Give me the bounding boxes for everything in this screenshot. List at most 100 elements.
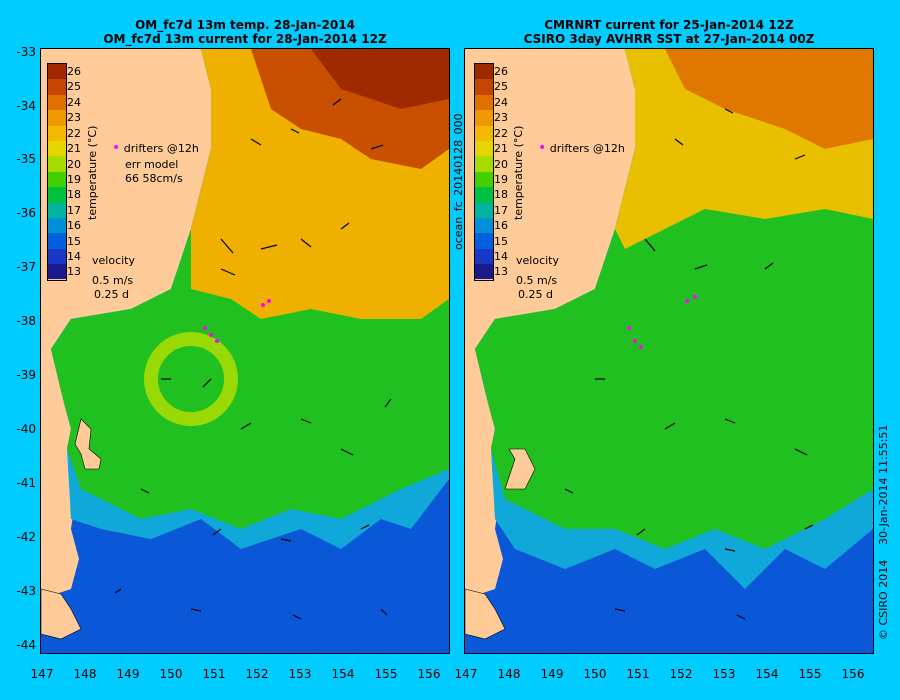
colorbar-tick: 21 bbox=[494, 142, 508, 155]
arrow bbox=[664, 422, 676, 430]
right-title: CMRNRT current for 25-Jan-2014 12Z CSIRO… bbox=[462, 18, 876, 46]
x-tick-label: 156 bbox=[841, 667, 865, 681]
y-tick-label: -43 bbox=[16, 584, 36, 598]
drifter-point bbox=[215, 339, 219, 343]
arrow bbox=[114, 588, 122, 594]
colorbar-swatch bbox=[48, 217, 66, 234]
colorbar-tick: 19 bbox=[494, 173, 508, 186]
colorbar-swatch bbox=[48, 202, 66, 218]
x-tick-label: 148 bbox=[73, 667, 97, 681]
colorbar-swatch bbox=[475, 110, 493, 126]
colorbar-swatch bbox=[48, 187, 66, 203]
colorbar-swatch bbox=[475, 264, 493, 280]
colorbar-swatch bbox=[475, 233, 493, 249]
x-tick-label: 150 bbox=[159, 667, 183, 681]
left-err-model-label: err model bbox=[125, 158, 179, 171]
x-tick-label: 154 bbox=[755, 667, 779, 681]
right-colorbar-title: temperature (°C) bbox=[512, 125, 525, 220]
arrow bbox=[250, 138, 262, 146]
arrow bbox=[140, 488, 150, 494]
colorbar-swatch bbox=[475, 140, 493, 157]
arrow bbox=[292, 614, 302, 620]
left-map-panel bbox=[40, 48, 450, 654]
arrow bbox=[360, 524, 370, 530]
drifter-point bbox=[261, 303, 265, 307]
arrow bbox=[280, 538, 292, 542]
right-velocity-time: 0.25 d bbox=[518, 288, 553, 301]
velocity-arrows bbox=[564, 108, 814, 620]
left-title-line2: OM_fc7d 13m current for 28-Jan-2014 12Z bbox=[103, 32, 387, 46]
colorbar-swatch bbox=[48, 94, 66, 111]
drifter-point bbox=[209, 333, 213, 337]
colorbar-tick: 16 bbox=[494, 219, 508, 232]
y-tick-label: -39 bbox=[16, 368, 36, 382]
y-tick-label: -37 bbox=[16, 260, 36, 274]
colorbar-tick: 25 bbox=[67, 80, 81, 93]
x-tick-label: 151 bbox=[202, 667, 226, 681]
colorbar-swatch bbox=[475, 79, 493, 95]
arrow bbox=[636, 528, 646, 536]
x-tick-label: 147 bbox=[30, 667, 54, 681]
island bbox=[504, 448, 536, 490]
eddy-ring bbox=[144, 332, 238, 426]
coast-south bbox=[41, 588, 82, 640]
colorbar-tick: 23 bbox=[67, 111, 81, 124]
right-map bbox=[465, 49, 873, 653]
colorbar-swatch bbox=[48, 110, 66, 126]
x-tick-label: 156 bbox=[417, 667, 441, 681]
left-drifters-label: drifters @12h bbox=[123, 142, 199, 155]
colorbar-tick: 17 bbox=[67, 204, 81, 217]
colorbar-swatch bbox=[475, 125, 493, 141]
arrow bbox=[260, 244, 278, 250]
footer-copyright: © CSIRO 2014 bbox=[877, 559, 890, 640]
drifter-marker: • bbox=[112, 140, 121, 156]
left-title-line1: OM_fc7d 13m temp. 28-Jan-2014 bbox=[135, 18, 355, 32]
y-tick-label: -35 bbox=[16, 152, 36, 166]
left-colorbar-title: temperature (°C) bbox=[86, 125, 99, 220]
drifter-point bbox=[627, 326, 631, 330]
left-map bbox=[41, 49, 449, 653]
colorbar-tick: 18 bbox=[67, 188, 81, 201]
arrow bbox=[614, 608, 626, 612]
colorbar-tick: 14 bbox=[494, 250, 508, 263]
arrow bbox=[736, 614, 746, 620]
arrow bbox=[190, 608, 202, 612]
colorbar-tick: 13 bbox=[494, 265, 508, 278]
drifter-point bbox=[267, 299, 271, 303]
drifter-point bbox=[693, 295, 697, 299]
arrow bbox=[724, 548, 736, 552]
arrow bbox=[384, 398, 392, 408]
colorbar-swatch bbox=[475, 187, 493, 203]
colorbar-swatch bbox=[475, 248, 493, 265]
left-colorbar: 26 25 24 23 22 21 20 19 18 17 16 15 14 1… bbox=[47, 63, 81, 281]
drifter-point bbox=[633, 339, 637, 343]
arrow bbox=[300, 418, 312, 424]
arrow bbox=[794, 154, 806, 160]
right-drifters-label: drifters @12h bbox=[549, 142, 625, 155]
y-tick-label: -34 bbox=[16, 99, 36, 113]
colorbar-swatch bbox=[475, 64, 493, 80]
ocean-hottest bbox=[311, 49, 449, 109]
colorbar-tick: 15 bbox=[67, 235, 81, 248]
colorbar-swatch bbox=[48, 125, 66, 141]
drifters bbox=[203, 299, 271, 343]
colorbar-tick: 19 bbox=[67, 173, 81, 186]
x-tick-label: 152 bbox=[669, 667, 693, 681]
right-colorbar: 26 25 24 23 22 21 20 19 18 17 16 15 14 1… bbox=[474, 63, 508, 281]
colorbar-swatch bbox=[475, 217, 493, 234]
coast-south bbox=[465, 588, 506, 640]
arrow bbox=[674, 138, 684, 146]
arrow bbox=[220, 238, 234, 254]
footer-timestamp: 30-Jan-2014 11:55:51 bbox=[877, 424, 890, 545]
x-tick-label: 152 bbox=[245, 667, 269, 681]
arrow bbox=[644, 238, 656, 252]
right-velocity-label: velocity bbox=[516, 254, 559, 267]
x-tick-label: 147 bbox=[454, 667, 478, 681]
colorbar-tick: 26 bbox=[494, 65, 508, 78]
y-tick-label: -40 bbox=[16, 422, 36, 436]
colorbar-tick: 21 bbox=[67, 142, 81, 155]
colorbar-swatch bbox=[48, 64, 66, 80]
y-tick-label: -41 bbox=[16, 476, 36, 490]
y-tick-label: -42 bbox=[16, 530, 36, 544]
x-tick-label: 155 bbox=[374, 667, 398, 681]
